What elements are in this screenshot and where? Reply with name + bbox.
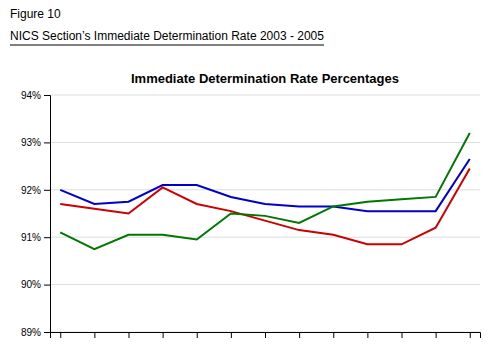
subtitle-underline [10, 45, 324, 46]
y-tick-label: 91% [21, 232, 41, 243]
y-tick-label: 94% [21, 90, 41, 101]
x-tick-mark [367, 332, 368, 338]
x-axis [51, 332, 481, 338]
y-tick: 92% [21, 185, 50, 196]
y-tick: 94% [21, 90, 50, 101]
x-tick [60, 332, 61, 338]
x-tick [231, 332, 232, 338]
grid [50, 95, 480, 332]
x-tick [197, 332, 198, 338]
plot-area: 89% 90% 91% 92% 93% 94% [21, 90, 481, 338]
x-tick-mark [299, 332, 300, 338]
x-tick-mark [94, 332, 95, 338]
grid-line [50, 284, 480, 285]
y-tick-label: 89% [21, 327, 41, 338]
x-tick [367, 332, 368, 338]
y-tick: 91% [21, 232, 50, 243]
y-tick-mark [44, 190, 50, 191]
x-tick-mark [333, 332, 334, 338]
x-tick [94, 332, 95, 338]
chart: Figure 10 NICS Section’s Immediate Determ… [0, 0, 500, 360]
y-tick-label: 92% [21, 185, 41, 196]
series-line [60, 159, 470, 211]
x-tick [470, 332, 471, 338]
x-tick [265, 332, 266, 338]
grid-line [50, 95, 480, 96]
x-axis-line [51, 333, 481, 339]
x-tick [436, 332, 437, 338]
x-tick-mark [265, 332, 266, 338]
figure-label: Figure 10 [10, 7, 61, 21]
x-tick-mark [231, 332, 232, 338]
x-tick [128, 332, 129, 338]
x-tick [402, 332, 403, 338]
x-tick-mark [60, 332, 61, 338]
grid-line [50, 189, 480, 190]
lines [60, 133, 470, 249]
x-tick-mark [128, 332, 129, 338]
x-tick-mark [402, 332, 403, 338]
x-tick-mark [197, 332, 198, 338]
y-tick-mark [44, 285, 50, 286]
grid-line [50, 142, 480, 143]
y-tick-mark [44, 142, 50, 143]
y-tick: 90% [21, 279, 50, 290]
y-tick-label: 93% [21, 137, 41, 148]
y-tick: 93% [21, 137, 50, 148]
x-tick-mark [436, 332, 437, 338]
subtitle: NICS Section’s Immediate Determination R… [10, 29, 324, 43]
series-line [60, 133, 470, 249]
y-axis: 89% 90% 91% 92% 93% 94% [21, 90, 51, 338]
chart-title: Immediate Determination Rate Percentages [131, 71, 399, 86]
x-tick [333, 332, 334, 338]
y-axis-line [44, 96, 51, 333]
y-tick-label: 90% [21, 279, 41, 290]
y-tick-mark [44, 95, 50, 96]
x-tick [299, 332, 300, 338]
x-tick-mark [470, 332, 471, 338]
y-tick-mark [44, 332, 50, 333]
series-line [60, 168, 470, 244]
y-tick: 89% [21, 327, 50, 338]
y-tick-mark [44, 237, 50, 238]
x-tick [163, 332, 164, 338]
x-tick-mark [163, 332, 164, 338]
